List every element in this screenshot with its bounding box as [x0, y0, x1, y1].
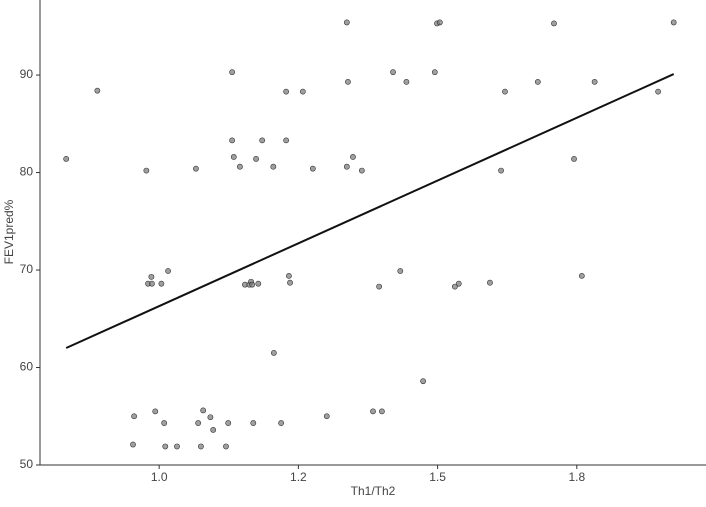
x-tick-label: 1.5	[429, 470, 446, 484]
point	[451, 283, 458, 290]
point	[655, 88, 662, 95]
point	[390, 69, 396, 76]
y-tick-label: 60	[20, 360, 34, 374]
point	[670, 19, 677, 26]
point	[283, 88, 290, 95]
point	[253, 155, 259, 162]
point	[403, 78, 410, 85]
point	[148, 273, 155, 280]
point	[198, 443, 204, 450]
point	[255, 280, 262, 287]
point	[250, 420, 257, 426]
point	[345, 78, 351, 85]
point	[130, 441, 136, 448]
point	[283, 137, 290, 144]
point	[370, 408, 376, 415]
point	[158, 280, 165, 287]
point	[323, 413, 330, 420]
point	[165, 268, 171, 274]
point	[152, 408, 159, 415]
point	[195, 420, 202, 426]
point	[376, 283, 383, 290]
point	[131, 413, 138, 420]
point	[225, 420, 232, 426]
y-axis-label: FEV1pred%	[2, 199, 16, 264]
point	[223, 443, 229, 450]
x-tick-label: 1.0	[151, 470, 168, 484]
point	[193, 165, 199, 172]
point	[487, 279, 493, 286]
point	[161, 420, 168, 426]
x-axis-label: Th1/Th2	[351, 484, 396, 498]
point	[149, 280, 155, 287]
point	[237, 163, 243, 170]
point	[210, 427, 217, 433]
point	[207, 414, 214, 421]
point	[270, 163, 277, 170]
point	[174, 443, 180, 450]
point	[571, 155, 577, 162]
point	[259, 137, 266, 144]
x-tick-label: 1.8	[568, 470, 585, 484]
point	[286, 272, 292, 279]
point	[94, 87, 101, 94]
point	[379, 408, 385, 415]
point	[551, 20, 557, 27]
point	[578, 272, 585, 279]
point	[358, 167, 365, 174]
point	[230, 154, 237, 160]
point	[502, 88, 508, 95]
y-tick-label: 50	[20, 457, 34, 471]
point	[397, 268, 404, 274]
point	[162, 443, 169, 450]
x-tick-label: 1.2	[290, 470, 307, 484]
point	[534, 78, 541, 85]
point	[309, 165, 316, 172]
point	[343, 163, 350, 170]
point	[249, 281, 256, 288]
point	[270, 349, 277, 356]
point	[431, 69, 438, 76]
point	[63, 155, 70, 162]
point	[229, 137, 236, 144]
point	[343, 19, 350, 26]
y-tick-label: 80	[20, 165, 34, 179]
point	[143, 167, 150, 174]
point	[229, 69, 236, 76]
point	[436, 19, 443, 26]
point	[420, 378, 427, 385]
point	[299, 88, 306, 95]
point	[350, 154, 356, 160]
y-tick-label: 90	[20, 67, 34, 81]
point	[287, 279, 293, 286]
point	[200, 407, 207, 414]
y-tick-label: 70	[20, 262, 34, 276]
point	[278, 420, 285, 426]
point	[498, 167, 504, 174]
point	[591, 78, 598, 85]
point	[455, 280, 462, 287]
trend-line	[65, 73, 675, 349]
